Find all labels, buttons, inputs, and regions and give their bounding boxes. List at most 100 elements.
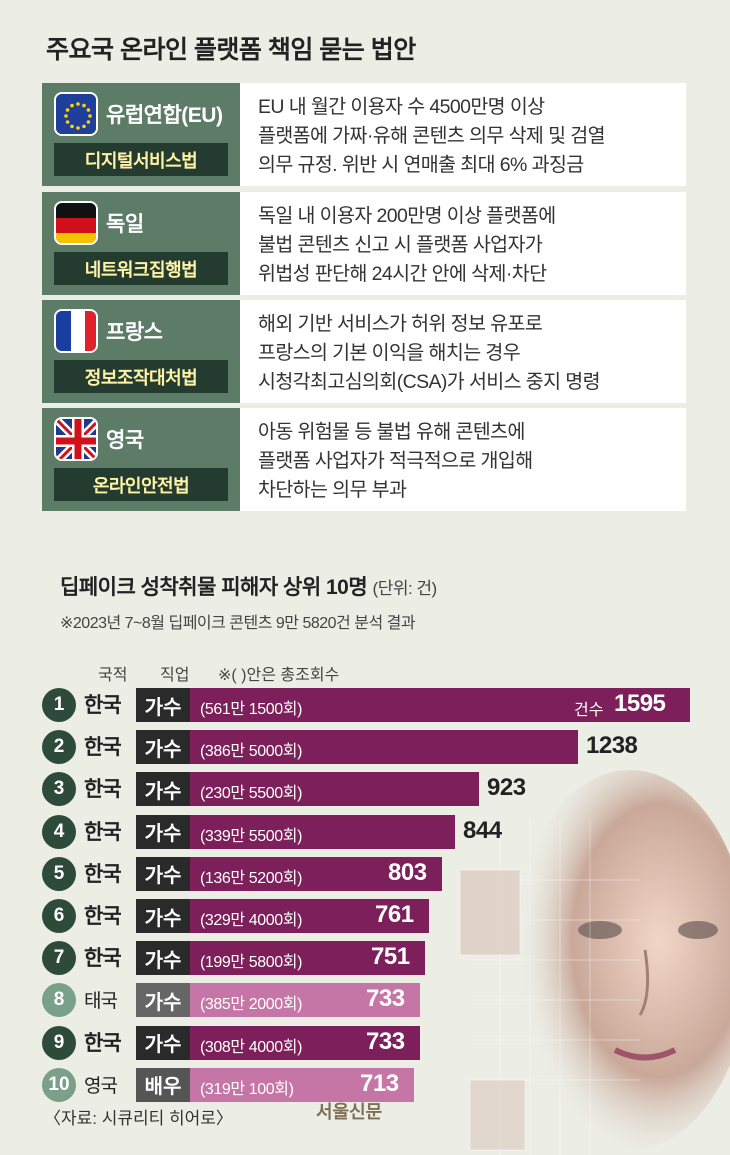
law-name: 디지털서비스법: [54, 143, 228, 176]
rank-badge: 1: [42, 688, 76, 722]
count-label: 건수: [574, 702, 604, 719]
law-name: 네트워크집행법: [54, 252, 228, 285]
job-label: 가수: [136, 814, 190, 849]
bar-row: 7 한국 가수 (199만 5800회) 751: [42, 941, 702, 976]
job-label: 가수: [136, 1025, 190, 1060]
law-name: 온라인안전법: [54, 468, 228, 501]
total-views-label: (385만 2000회): [200, 996, 303, 1014]
bar: [190, 730, 578, 765]
rank-badge: 8: [42, 983, 76, 1018]
total-views-label: (230만 5500회): [200, 785, 303, 803]
col-header-views-note: ※( )안은 총조회수: [218, 667, 340, 684]
value-label: 733: [366, 985, 405, 1013]
job-label: 가수: [136, 772, 190, 807]
france-flag-icon: [54, 309, 98, 353]
law-description-line: 위법성 판단해 24시간 안에 삭제·차단: [258, 263, 547, 285]
law-description-line: EU 내 월간 이용자 수 4500만명 이상: [258, 96, 545, 118]
total-views-label: (329만 4000회): [200, 912, 303, 929]
law-name: 정보조작대처법: [54, 360, 228, 393]
law-description-line: 의무 규정. 위반 시 연매출 최대 6% 과징금: [258, 154, 584, 176]
total-views-label: (319만 100회): [200, 1080, 294, 1098]
chart-note: ※2023년 7~8월 딥페이크 콘텐츠 9만 5820건 분석 결과: [60, 615, 416, 632]
bar: [190, 941, 425, 976]
total-views-label: (136만 5200회): [200, 869, 303, 887]
value-label: 803: [388, 858, 427, 886]
nationality-label: 한국: [84, 905, 122, 928]
rank-badge: 2: [42, 730, 76, 765]
bar-row: 10 영국 배우 (319만 100회) 713: [42, 1067, 702, 1102]
source-note: 〈자료: 시큐리티 히어로〉: [44, 1109, 233, 1128]
bar-row: 3 한국 가수 (230만 5500회) 923: [42, 772, 702, 807]
chart-title-text: 딥페이크 성착취물 피해자 상위 10명: [60, 576, 368, 599]
rank-badge: 10: [42, 1067, 76, 1102]
job-label: 가수: [136, 983, 190, 1018]
law-description: 독일 내 이용자 200만명 이상 플랫폼에 불법 콘텐츠 신고 시 플랫폼 사업…: [258, 202, 678, 289]
bar-row: 2 한국 가수 (386만 5000회) 1238: [42, 730, 702, 765]
value-label: 923: [487, 774, 526, 802]
nationality-label: 한국: [84, 1031, 122, 1055]
rank-badge: 9: [42, 1025, 76, 1060]
chart-unit: (단위: 건): [372, 579, 438, 598]
job-label: 가수: [136, 730, 190, 765]
value-label: 844: [463, 816, 502, 844]
bar: [190, 1025, 420, 1060]
nationality-label: 한국: [84, 947, 122, 971]
rank-badge: 7: [42, 941, 76, 976]
law-description-line: 플랫폼에 가짜·유해 콘텐츠 의무 삭제 및 검열: [258, 125, 606, 147]
law-description-line: 플랫폼 사업자가 적극적으로 개입해: [258, 450, 533, 472]
total-views-label: (386만 5000회): [200, 743, 303, 761]
uk-flag-icon: [54, 417, 98, 461]
job-label: 배우: [136, 1067, 190, 1102]
bar: [190, 899, 429, 933]
country-name: 영국: [106, 429, 144, 452]
col-header-nationality: 국적: [98, 667, 128, 684]
nationality-label: 한국: [84, 820, 122, 844]
nationality-label: 한국: [84, 694, 122, 717]
law-description-line: 불법 콘텐츠 신고 시 플랫폼 사업자가: [258, 234, 543, 256]
law-description-line: 프랑스의 기본 이익을 해치는 경우: [258, 342, 521, 364]
rank-badge: 3: [42, 772, 76, 807]
newspaper-logo: 서울신문: [316, 1102, 383, 1123]
law-description-line: 시청각최고심의회(CSA)가 서비스 중지 명령: [258, 371, 601, 393]
eu-flag-icon: [54, 92, 98, 136]
nationality-label: 한국: [84, 736, 122, 760]
nationality-label: 한국: [84, 862, 122, 886]
bar: [190, 688, 690, 722]
bar-row: 1 한국 가수 (561만 1500회) 건수 1595: [42, 688, 702, 722]
bar-row: 6 한국 가수 (329만 4000회) 761: [42, 899, 702, 933]
job-label: 가수: [136, 899, 190, 933]
total-views-label: (339만 5500회): [200, 827, 303, 845]
law-description-line: 해외 기반 서비스가 허위 정보 유포로: [258, 313, 543, 335]
nationality-label: 태국: [84, 991, 118, 1013]
bar: [190, 814, 455, 849]
bar: [190, 772, 479, 807]
total-views-label: (561만 1500회): [200, 701, 303, 718]
law-row: 독일 네트워크집행법 독일 내 이용자 200만명 이상 플랫폼에 불법 콘텐츠 신고…: [42, 192, 686, 295]
col-header-job: 직업: [160, 667, 190, 684]
country-name: 프랑스: [106, 321, 163, 344]
law-country-panel: 유럽연합(EU) 디지털서비스법: [42, 83, 240, 186]
nationality-label: 영국: [84, 1075, 118, 1097]
bar-row: 4 한국 가수 (339만 5500회) 844: [42, 814, 702, 849]
law-country-panel: 독일 네트워크집행법: [42, 192, 240, 295]
ai-face-illustration: [459, 770, 730, 1155]
job-label: 가수: [136, 856, 190, 891]
bar-row: 5 한국 가수 (136만 5200회) 803: [42, 856, 702, 891]
bar: [190, 983, 420, 1018]
rank-badge: 4: [42, 814, 76, 849]
value-label: 1238: [586, 732, 638, 760]
country-name: 유럽연합(EU): [106, 104, 223, 127]
value-label: 761: [375, 901, 414, 928]
page-title: 주요국 온라인 플랫폼 책임 묻는 법안: [46, 36, 416, 64]
total-views-label: (308만 4000회): [200, 1038, 303, 1056]
law-description-line: 아동 위험물 등 불법 유해 콘텐츠에: [258, 421, 525, 443]
law-description: 아동 위험물 등 불법 유해 콘텐츠에 플랫폼 사업자가 적극적으로 개입해 차단하…: [258, 418, 678, 505]
job-label: 가수: [136, 688, 190, 722]
value-label: 751: [371, 943, 410, 971]
